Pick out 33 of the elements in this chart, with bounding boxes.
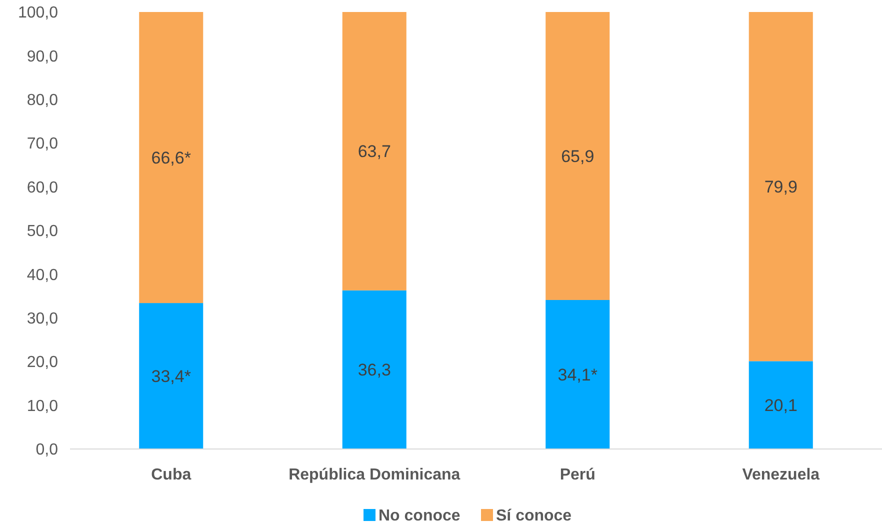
data-label: 79,9: [764, 178, 798, 197]
y-tick-label: 30,0: [26, 310, 58, 328]
data-label: 33,4*: [151, 366, 192, 386]
y-tick-label: 90,0: [26, 48, 58, 66]
bar: [342, 12, 406, 290]
bar: [139, 12, 204, 304]
bar: [342, 290, 406, 449]
y-tick-label: 60,0: [26, 179, 58, 196]
y-tick-label: 40,0: [26, 266, 58, 284]
y-tick-label: 0,0: [36, 442, 58, 459]
x-tick-label: Perú: [560, 466, 596, 484]
bar: [748, 361, 813, 449]
x-tick-label: Venezuela: [742, 466, 820, 484]
y-tick-label: 70,0: [26, 136, 58, 153]
bar: [546, 12, 610, 300]
bar: [748, 12, 813, 362]
data-label: 34,1*: [558, 365, 598, 384]
data-label: 65,9: [561, 146, 594, 166]
legend-label: No conoce: [378, 508, 460, 525]
y-tick-label: 100,0: [18, 4, 58, 22]
data-label: 66,6*: [151, 148, 192, 168]
data-label: 63,7: [358, 142, 391, 162]
data-label: 20,1: [764, 396, 798, 416]
x-tick-label: República Dominicana: [288, 466, 460, 484]
y-tick-label: 80,0: [26, 92, 58, 109]
legend-label: Sí conoce: [496, 508, 572, 525]
y-tick-label: 10,0: [26, 398, 58, 415]
bar: [139, 303, 204, 449]
data-label: 36,3: [358, 360, 391, 380]
y-tick-label: 50,0: [26, 223, 58, 240]
x-tick-label: Cuba: [151, 466, 192, 484]
y-tick-label: 20,0: [26, 354, 58, 372]
bar: [546, 300, 610, 449]
